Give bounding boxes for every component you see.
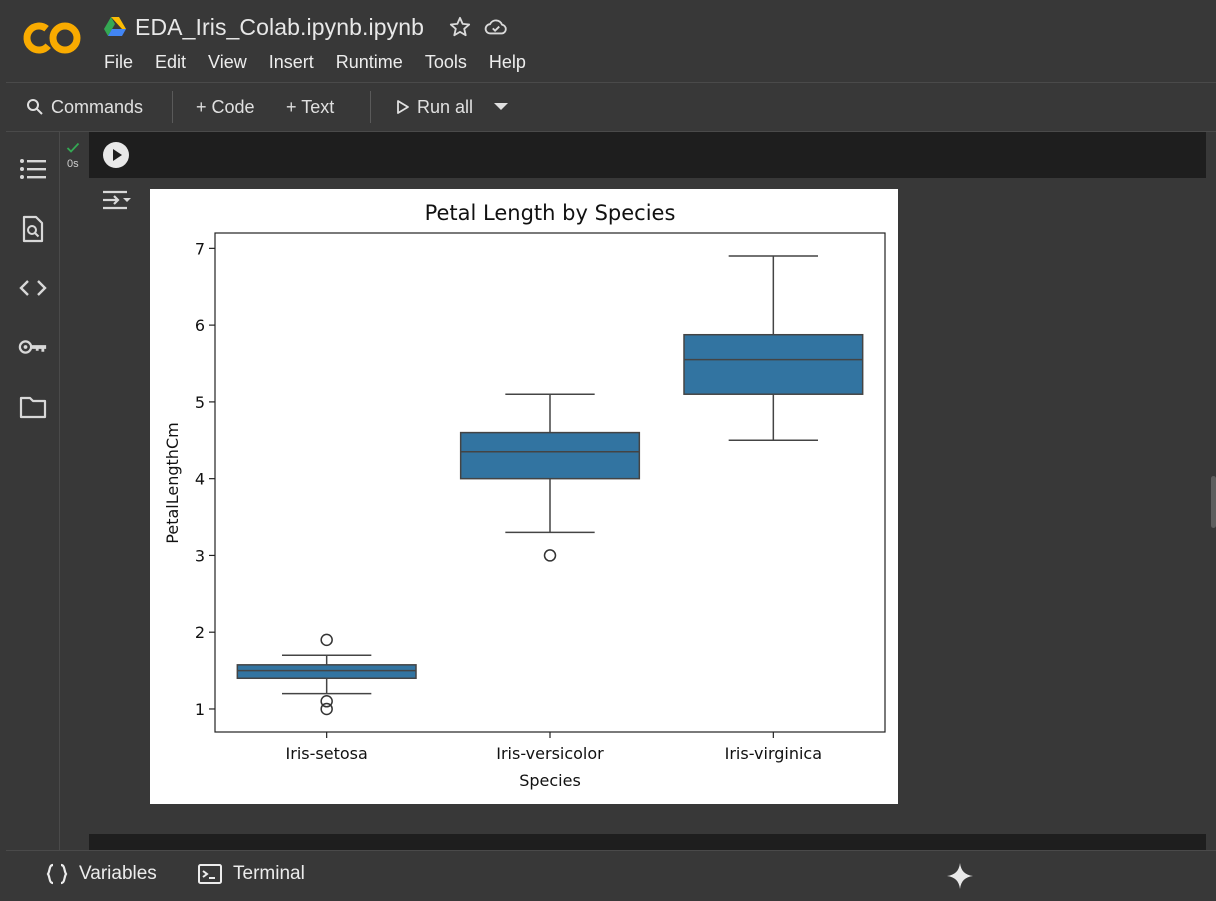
curly-braces-icon: [45, 863, 69, 885]
toolbar: Commands + Code + Text Run all: [0, 83, 1216, 131]
header: EDA_Iris_Colab.ipynb.ipynb File Edit Vie…: [0, 0, 1216, 82]
terminal-label: Terminal: [233, 863, 305, 884]
outlier-point: [320, 702, 333, 716]
search-icon: [27, 99, 43, 115]
y-tick-label: 7: [195, 239, 205, 258]
outlier-point: [543, 549, 557, 562]
add-text-button[interactable]: + Text: [286, 95, 334, 119]
add-code-button[interactable]: + Code: [196, 95, 255, 119]
boxplot-chart: Petal Length by Species PetalLengthCm Sp…: [163, 201, 886, 790]
outlier-point: [320, 633, 333, 647]
run-all-dropdown[interactable]: [493, 95, 516, 119]
google-drive-icon: [104, 17, 126, 36]
caret-down-icon: [494, 103, 508, 110]
box-iris-setosa: [236, 664, 417, 680]
check-icon: [66, 142, 80, 153]
variables-label: Variables: [79, 863, 157, 884]
toolbar-divider: [370, 91, 371, 123]
commands-label: Commands: [51, 96, 144, 117]
menu-insert[interactable]: Insert: [268, 52, 314, 72]
toolbar-divider: [172, 91, 173, 123]
execution-time: 0s: [67, 158, 79, 170]
chart-title: Petal Length by Species: [425, 201, 676, 225]
menu-edit[interactable]: Edit: [155, 52, 187, 72]
output-actions-icon[interactable]: [101, 188, 133, 214]
next-cell[interactable]: [89, 834, 1206, 850]
colab-logo-icon[interactable]: [22, 18, 84, 58]
y-tick-label: 5: [195, 393, 205, 412]
y-tick-label: 1: [195, 700, 205, 719]
code-snippets-icon[interactable]: [18, 273, 48, 303]
menu-runtime[interactable]: Runtime: [335, 52, 403, 72]
find-replace-icon[interactable]: [18, 214, 48, 244]
files-folder-icon[interactable]: [18, 392, 48, 422]
left-sidebar: [0, 132, 60, 850]
menu-bar: File Edit View Insert Runtime Tools Help: [104, 52, 548, 73]
box-iris-versicolor: [459, 431, 641, 480]
toolbar-divider-bottom: [6, 131, 1216, 132]
y-axis-label: PetalLengthCm: [163, 422, 182, 543]
y-tick-label: 3: [195, 546, 205, 565]
add-code-label: + Code: [196, 96, 255, 117]
play-outline-icon: [397, 100, 409, 114]
y-tick-label: 2: [195, 623, 205, 642]
commands-button[interactable]: Commands: [26, 95, 143, 119]
menu-view[interactable]: View: [208, 52, 247, 72]
x-tick-label: Iris-virginica: [725, 744, 822, 763]
sidebar-divider: [59, 132, 60, 850]
cloud-saved-icon[interactable]: [484, 15, 508, 39]
menu-file[interactable]: File: [104, 52, 134, 72]
code-cell[interactable]: [89, 132, 1206, 178]
bottom-divider: [6, 850, 1216, 851]
run-cell-button[interactable]: [103, 142, 129, 168]
add-text-label: + Text: [286, 96, 335, 117]
x-axis-label: Species: [519, 771, 581, 790]
run-all-label: Run all: [417, 96, 474, 117]
variables-button[interactable]: Variables: [45, 863, 157, 885]
x-tick-label: Iris-versicolor: [496, 744, 604, 763]
terminal-icon: [197, 863, 223, 885]
menu-help[interactable]: Help: [488, 52, 526, 72]
box-iris-virginica: [683, 333, 864, 395]
header-divider: [6, 82, 1216, 83]
run-all-button[interactable]: Run all: [396, 95, 473, 119]
title-row: EDA_Iris_Colab.ipynb.ipynb: [104, 12, 508, 42]
gemini-sparkle-icon[interactable]: [946, 862, 974, 890]
terminal-button[interactable]: Terminal: [197, 863, 305, 885]
cell-output-chart: Petal Length by Species PetalLengthCm Sp…: [150, 189, 898, 804]
outlier-point: [320, 695, 333, 708]
x-tick-label: Iris-setosa: [286, 744, 368, 763]
y-tick-label: 6: [195, 316, 205, 335]
bottom-bar: Variables Terminal: [0, 851, 1216, 901]
menu-tools[interactable]: Tools: [424, 52, 467, 72]
table-of-contents-icon[interactable]: [18, 154, 48, 184]
y-tick-label: 4: [195, 470, 205, 489]
scrollbar-handle[interactable]: [1211, 476, 1216, 528]
secrets-key-icon[interactable]: [18, 332, 48, 362]
star-icon[interactable]: [448, 15, 472, 39]
notebook-title[interactable]: EDA_Iris_Colab.ipynb.ipynb: [135, 13, 424, 40]
